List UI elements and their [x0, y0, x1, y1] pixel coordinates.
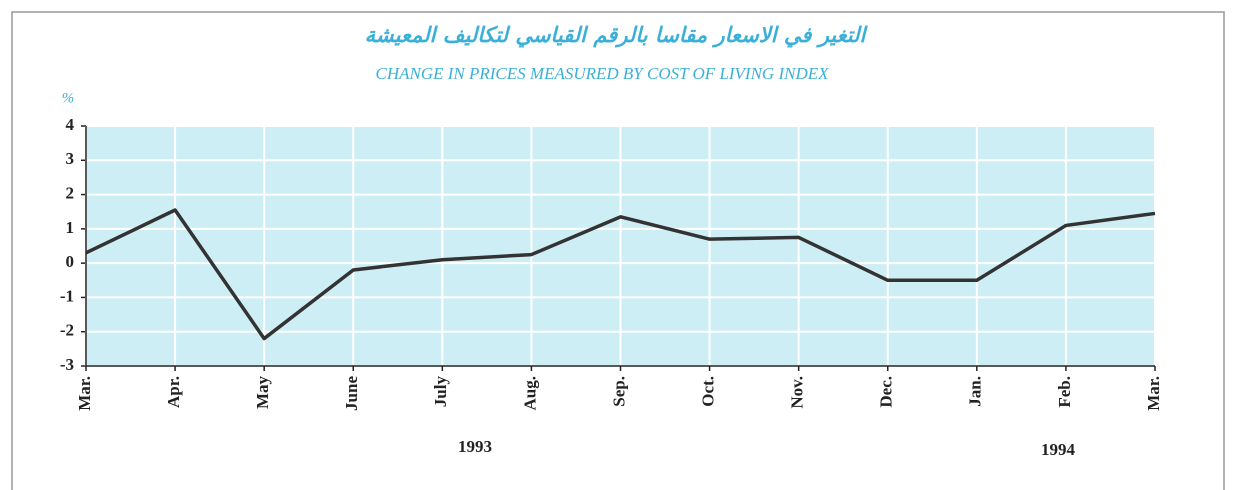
x-tick-label: Oct. [698, 376, 717, 407]
y-tick-label: -1 [60, 286, 74, 305]
y-tick-label: 0 [66, 252, 75, 271]
data-line [85, 208, 1156, 341]
x-tick-label: Aug. [520, 376, 539, 410]
x-tick-label: Mar. [75, 376, 94, 411]
y-tick-label: 1 [66, 218, 75, 237]
x-tick-label: Jan. [966, 376, 985, 407]
x-tick-label: Feb. [1055, 376, 1074, 408]
y-tick-label: 3 [66, 149, 75, 168]
frame [11, 11, 1225, 490]
y-tick-label: -2 [60, 321, 74, 340]
x-tick-label: Sep. [609, 376, 628, 407]
x-tick-label: July [431, 376, 450, 408]
y-tick-label: 2 [66, 183, 75, 202]
x-tick-label: Dec. [877, 376, 896, 408]
x-tick-label: May [253, 376, 272, 410]
x-tick-label: Nov. [788, 376, 807, 409]
y-tick-label: -3 [60, 355, 74, 374]
year-label: 1993 [458, 437, 492, 456]
y-tick-label: 4 [66, 115, 75, 134]
x-tick-label: Apr. [164, 376, 183, 408]
x-tick-label: Mar. [1144, 376, 1163, 411]
y-axis-label: % [62, 90, 75, 106]
x-tick-label: June [342, 376, 361, 411]
chart-title: CHANGE IN PRICES MEASURED BY COST OF LIV… [376, 64, 830, 83]
arabic-title: التغير في الاسعار مقاسا بالرقم القياسي ل… [365, 23, 869, 48]
year-label: 1994 [1041, 440, 1076, 459]
